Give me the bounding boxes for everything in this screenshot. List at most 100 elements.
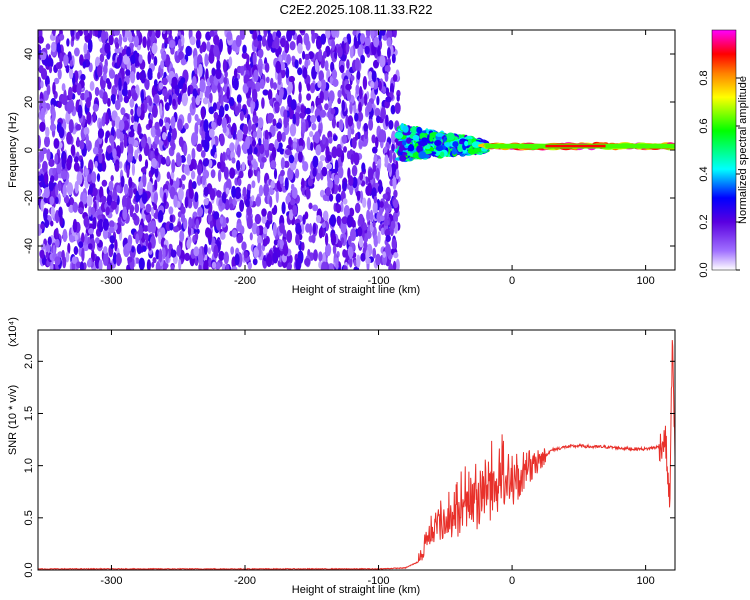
heatmap-cell bbox=[355, 133, 359, 141]
x-tick-label: 100 bbox=[636, 275, 654, 287]
heatmap-cell bbox=[181, 206, 186, 215]
heatmap-cell bbox=[276, 30, 282, 39]
heatmap-cell bbox=[67, 242, 71, 255]
heatmap-cell bbox=[65, 110, 71, 125]
heatmap-cell bbox=[335, 193, 342, 203]
heatmap-cell bbox=[186, 239, 191, 250]
heatmap-cell bbox=[176, 154, 182, 167]
heatmap-cell bbox=[388, 120, 394, 130]
heatmap-cell bbox=[213, 244, 219, 259]
heatmap-cell bbox=[88, 243, 93, 250]
heatmap-cell bbox=[75, 31, 80, 40]
heatmap-cell bbox=[329, 193, 334, 202]
heatmap-cell bbox=[265, 76, 270, 84]
heatmap-cell bbox=[327, 263, 335, 270]
heatmap-cell bbox=[386, 30, 393, 41]
heatmap-cell bbox=[239, 30, 246, 40]
heatmap-cell bbox=[252, 115, 259, 124]
heatmap-cell bbox=[96, 173, 101, 182]
heatmap-cell bbox=[71, 35, 75, 42]
heatmap-cell bbox=[392, 199, 399, 209]
heatmap-cell bbox=[279, 239, 284, 250]
heatmap-cell bbox=[286, 229, 293, 243]
heatmap-cell bbox=[318, 251, 323, 262]
heatmap-cell bbox=[116, 56, 120, 67]
heatmap-cell bbox=[334, 159, 339, 173]
heatmap-cell bbox=[38, 58, 41, 68]
heatmap-cell bbox=[140, 69, 147, 84]
heatmap-cell bbox=[272, 118, 277, 127]
heatmap-cell bbox=[327, 179, 334, 190]
heatmap-cell bbox=[321, 222, 326, 229]
heatmap-cell bbox=[120, 175, 125, 188]
heatmap-cell bbox=[177, 38, 182, 49]
heatmap-cell bbox=[53, 77, 60, 85]
heatmap-cell bbox=[129, 98, 135, 108]
heatmap-cell bbox=[328, 136, 333, 144]
heatmap-cell bbox=[297, 150, 303, 163]
heatmap-cell bbox=[60, 170, 68, 180]
heatmap-cell bbox=[181, 183, 185, 190]
heatmap-cell bbox=[73, 246, 79, 255]
heatmap-cell bbox=[110, 200, 118, 210]
heatmap-cell bbox=[92, 103, 99, 112]
heatmap-cell bbox=[254, 213, 262, 225]
heatmap-cell bbox=[170, 115, 176, 130]
heatmap-cell bbox=[360, 54, 365, 64]
heatmap-cell bbox=[138, 257, 145, 270]
heatmap-cell bbox=[102, 91, 108, 105]
heatmap-cell bbox=[388, 263, 394, 270]
heatmap-cell bbox=[154, 166, 159, 179]
heatmap-cell bbox=[342, 181, 347, 192]
heatmap-cell bbox=[333, 134, 338, 142]
heatmap-cell bbox=[322, 194, 329, 202]
heatmap-cell bbox=[429, 135, 434, 142]
heatmap-cell bbox=[231, 229, 238, 238]
heatmap-cell bbox=[68, 67, 74, 80]
heatmap-cell bbox=[360, 252, 366, 262]
heatmap-cell bbox=[61, 83, 66, 92]
heatmap-cell bbox=[103, 252, 108, 266]
heatmap-cell bbox=[343, 146, 347, 153]
heatmap-cell bbox=[126, 46, 131, 57]
heatmap-cell bbox=[153, 56, 158, 66]
heatmap-cell bbox=[86, 111, 92, 125]
heatmap-cell bbox=[203, 198, 209, 206]
heatmap-cell bbox=[209, 220, 214, 229]
heatmap-cell bbox=[385, 96, 392, 103]
heatmap-cell bbox=[91, 171, 97, 184]
y-tick-label: -40 bbox=[23, 238, 35, 254]
heatmap-cell bbox=[155, 249, 160, 260]
heatmap-cell bbox=[135, 190, 140, 203]
heatmap-cell bbox=[138, 154, 143, 162]
heatmap-cell bbox=[310, 141, 314, 151]
heatmap-cell bbox=[148, 97, 153, 107]
heatmap-cell bbox=[157, 210, 164, 223]
heatmap-cell bbox=[130, 108, 134, 116]
heatmap-cell bbox=[65, 64, 70, 74]
heatmap-cell bbox=[279, 88, 284, 100]
heatmap-cell bbox=[338, 184, 342, 193]
heatmap-cell bbox=[221, 117, 227, 130]
heatmap-cell bbox=[157, 71, 161, 80]
spectrogram-x-label: Height of straight line (km) bbox=[292, 284, 420, 296]
heatmap-cell bbox=[365, 249, 370, 263]
heatmap-cell bbox=[274, 36, 280, 50]
heatmap-cell bbox=[115, 252, 122, 267]
heatmap-cell bbox=[87, 174, 92, 183]
heatmap-cell bbox=[88, 228, 94, 235]
heatmap-cell bbox=[412, 134, 420, 141]
heatmap-cell bbox=[252, 160, 258, 171]
heatmap-cell bbox=[234, 106, 240, 116]
colorbar-tick-label: 0.2 bbox=[698, 214, 710, 229]
heatmap-cell bbox=[372, 221, 376, 228]
heatmap-cell bbox=[295, 168, 300, 179]
heatmap-cell bbox=[279, 175, 284, 185]
heatmap-cell bbox=[105, 206, 110, 216]
heatmap-cell bbox=[194, 191, 199, 203]
heatmap-cell bbox=[298, 137, 304, 147]
heatmap-cell bbox=[87, 38, 93, 53]
heatmap-cell bbox=[353, 35, 358, 47]
heatmap-cell bbox=[108, 220, 115, 228]
heatmap-cell bbox=[337, 166, 344, 179]
